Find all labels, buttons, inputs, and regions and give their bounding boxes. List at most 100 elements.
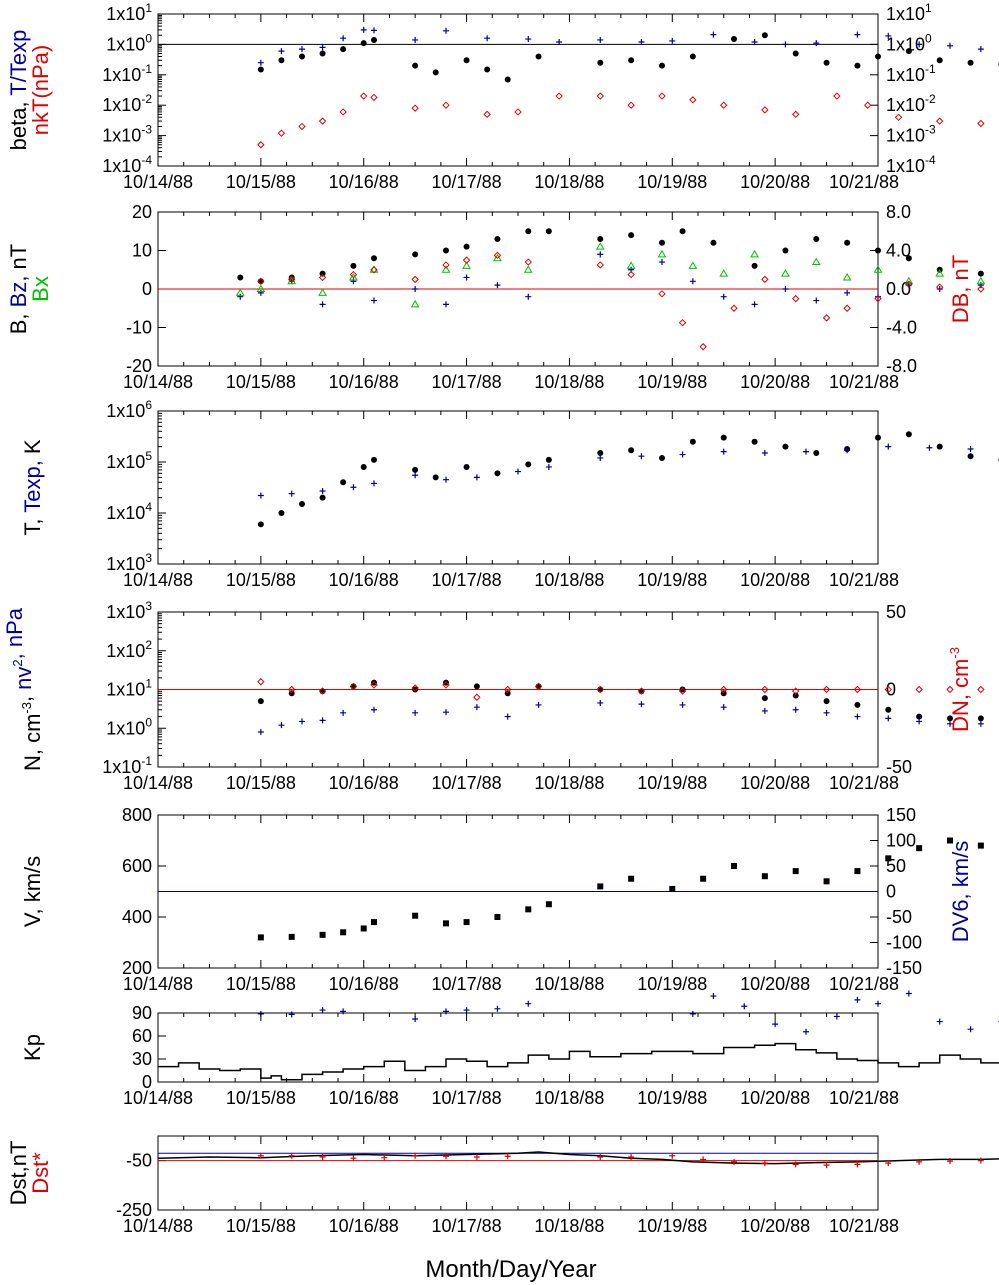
data-point (463, 57, 470, 64)
data-point (443, 709, 449, 716)
data-point (638, 38, 645, 45)
data-point (977, 270, 984, 277)
x-tick-label: 10/17/88 (432, 570, 502, 590)
data-point (792, 110, 800, 119)
x-tick-label: 10/16/88 (329, 372, 399, 392)
data-point (443, 247, 449, 254)
data-point (926, 444, 933, 451)
x-tick-label: 10/15/88 (226, 1216, 296, 1236)
data-point (688, 261, 698, 269)
y-tick-label: 30 (132, 1049, 152, 1069)
x-tick-label: 10/21/88 (829, 570, 899, 590)
data-point (257, 678, 265, 686)
data-point (257, 141, 265, 149)
data-point (371, 297, 377, 304)
data-point (443, 27, 449, 34)
data-point (905, 48, 912, 55)
data-point (792, 868, 799, 875)
data-point (504, 685, 512, 694)
y-axis-title: V, km/s (20, 856, 45, 927)
x-tick-label: 10/18/88 (534, 172, 604, 192)
x-tick-label: 10/20/88 (740, 773, 810, 793)
data-point (813, 297, 820, 304)
data-point (411, 684, 419, 692)
x-tick-label: 10/14/88 (123, 773, 193, 793)
data-point (936, 286, 943, 292)
y-axis-title: N, cm-3, nv2, nPa (2, 607, 45, 771)
data-point (947, 720, 953, 727)
data-point (874, 294, 882, 303)
data-point (761, 695, 768, 702)
data-point (916, 713, 923, 720)
y-right-axis-title: DB, nT (948, 255, 973, 323)
data-point (679, 451, 686, 458)
data-point (916, 845, 923, 852)
data-point (596, 261, 604, 269)
y-right-tick-label: 8.0 (886, 202, 911, 222)
x-tick-label: 10/15/88 (226, 570, 296, 590)
data-point (442, 101, 450, 109)
data-point (299, 718, 305, 725)
data-point (412, 286, 419, 292)
y-axis-title: beta, T/Texp (6, 30, 31, 151)
data-point (525, 293, 532, 300)
data-point (504, 690, 511, 697)
data-point (658, 92, 666, 100)
data-point (319, 50, 326, 57)
y-tick-label: 1x10-4 (102, 153, 152, 176)
x-tick-label: 10/15/88 (226, 1088, 296, 1108)
data-point (288, 275, 296, 284)
data-point (885, 443, 892, 450)
data-point (761, 685, 769, 694)
x-tick-label: 10/17/88 (432, 1216, 502, 1236)
data-point (720, 685, 728, 694)
plot-frame (157, 1012, 879, 1083)
data-point (411, 275, 419, 284)
y-axis-title: B, Bz, nT (6, 244, 31, 335)
data-point (319, 44, 326, 51)
data-point (473, 683, 480, 690)
data-point (595, 242, 605, 250)
panel-temperature: 10/14/88 10/15/88 10/16/88 10/17/88 10/18/88… (20, 398, 999, 590)
data-point (514, 108, 522, 116)
plot-frame (157, 410, 879, 565)
y-right-tick-label: -8.0 (886, 356, 917, 376)
panel-beta: 10/14/88 10/15/88 10/16/88 10/17/88 10/18/88… (6, 1, 999, 192)
data-point (873, 265, 883, 273)
x-tick-label: 10/20/88 (740, 172, 810, 192)
data-point (761, 106, 769, 114)
data-point (638, 453, 645, 460)
data-point (349, 272, 358, 281)
data-point (803, 1028, 809, 1035)
panel-kp: 10/14/88 10/15/88 10/16/88 10/17/88 10/18/88… (20, 1003, 999, 1108)
data-point (885, 32, 892, 39)
x-tick-label: 10/19/88 (637, 570, 707, 590)
x-tick-label: 10/14/88 (123, 372, 193, 392)
data-point (318, 288, 327, 296)
data-point (731, 863, 737, 869)
data-point (905, 255, 912, 262)
y-tick-label: -20 (126, 356, 152, 376)
data-point (288, 1152, 295, 1159)
data-point (545, 901, 552, 908)
data-point (761, 450, 768, 457)
data-point (977, 720, 984, 727)
data-point (319, 301, 326, 308)
data-point (412, 912, 419, 919)
data-point (515, 468, 521, 475)
data-point (443, 920, 449, 927)
x-tick-label: 10/19/88 (637, 974, 707, 994)
data-point (751, 438, 758, 445)
data-point (525, 228, 532, 235)
y-axis-title-secondary: nkT(nPa) (28, 45, 53, 135)
data-point (257, 277, 265, 286)
series-texp (257, 443, 974, 499)
y-tick-label: -10 (126, 318, 152, 338)
data-point (371, 480, 377, 487)
y-tick-label: 1x104 (106, 500, 152, 523)
data-point (659, 454, 665, 461)
y-tick-label: 1x103 (106, 599, 152, 622)
data-point (813, 235, 820, 242)
x-tick-label: 10/16/88 (329, 570, 399, 590)
data-point (257, 59, 264, 66)
